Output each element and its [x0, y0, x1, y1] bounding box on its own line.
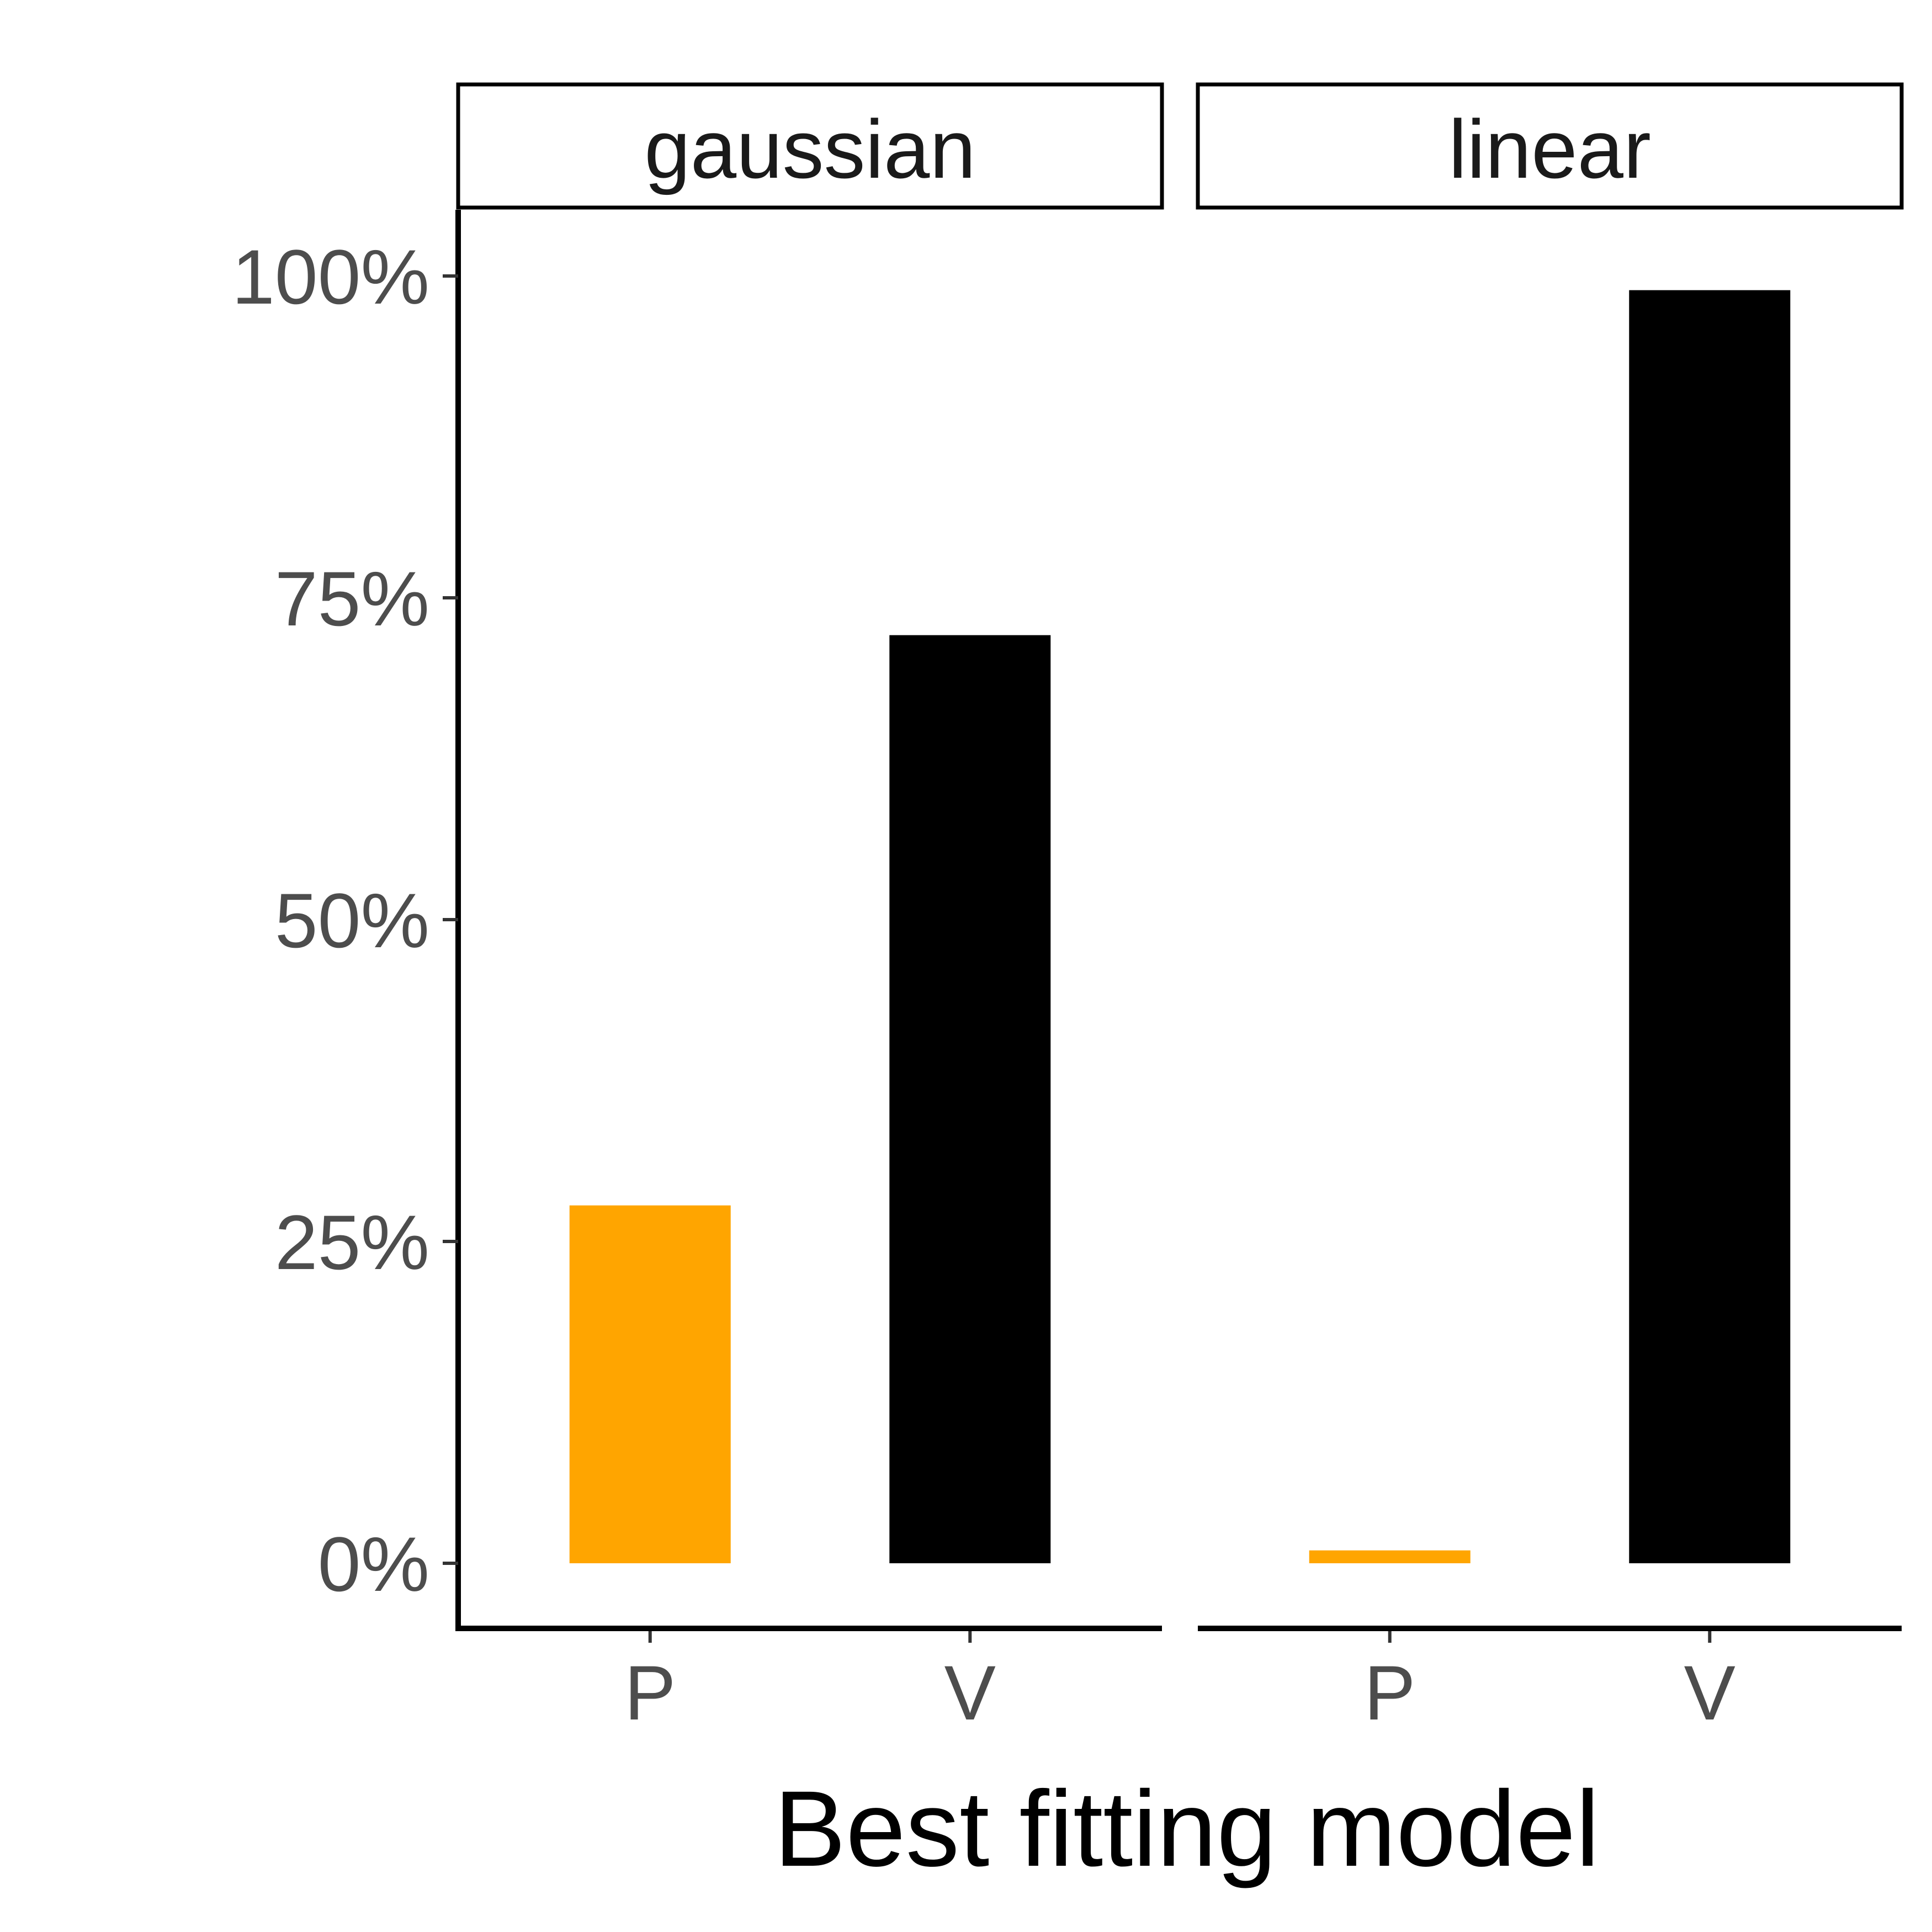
facet-label-gaussian: gaussian: [644, 103, 975, 195]
bar-linear-v: [1629, 290, 1791, 1564]
x-tick-label-gaussian-v: V: [944, 1649, 996, 1736]
bar-gaussian-p: [569, 1205, 731, 1563]
bar-gaussian-v: [889, 635, 1051, 1563]
y-tick-label-1: 100%: [232, 233, 429, 320]
bars: [569, 290, 1791, 1564]
x-tick-label-gaussian-p: P: [624, 1649, 676, 1736]
y-tick-label-0-25: 25%: [275, 1199, 429, 1286]
facet-label-linear: linear: [1448, 103, 1651, 195]
x-tick-label-linear-p: P: [1364, 1649, 1415, 1736]
facet-strip-gaussian: [456, 82, 1164, 210]
y-tick-label-0-5: 50%: [275, 877, 429, 964]
x-axis-title: Best fitting model: [774, 1769, 1600, 1889]
y-tick-label-0: 0%: [318, 1521, 429, 1607]
x-tick-label-linear-v: V: [1684, 1649, 1735, 1736]
facet-strips: gaussian linear: [456, 82, 1904, 210]
y-tick-label-0-75: 75%: [275, 555, 429, 642]
facet-strip-linear: [1196, 82, 1904, 210]
axes: P V P V 0% 25% 50% 75% 100%: [232, 210, 1902, 1736]
bar-linear-p: [1309, 1550, 1471, 1563]
